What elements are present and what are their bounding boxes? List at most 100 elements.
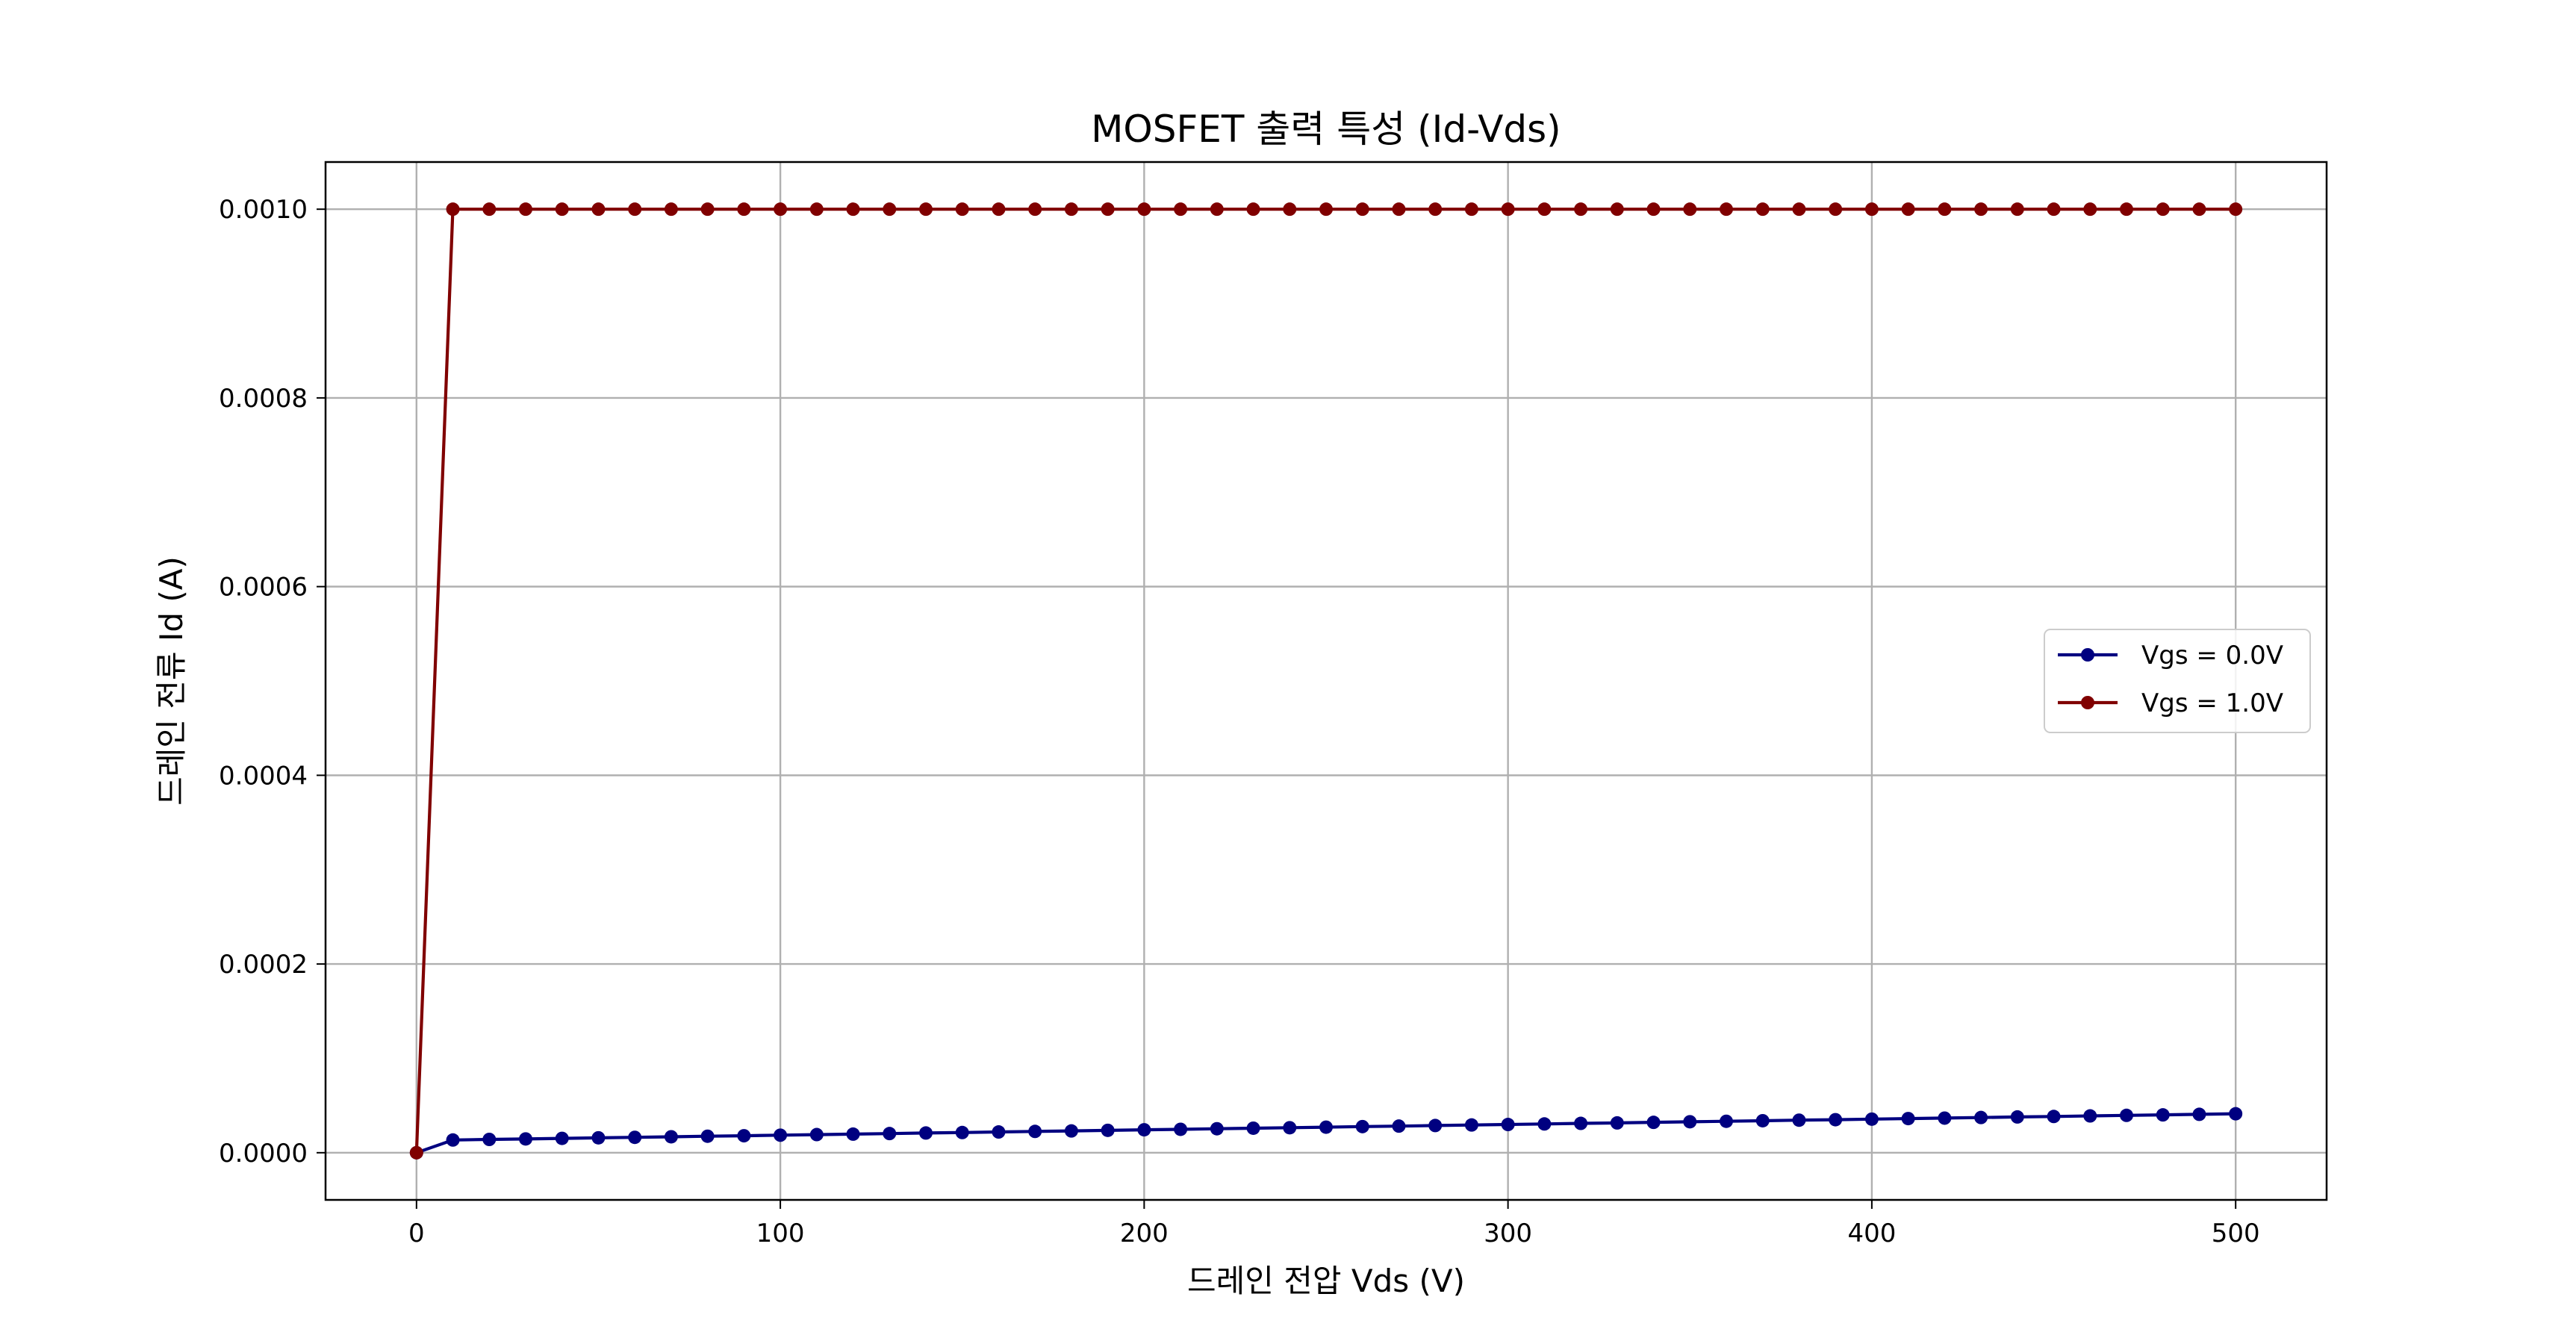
- series-0-point: [2229, 1107, 2243, 1121]
- series-1-point: [1101, 202, 1115, 217]
- series-1-point: [737, 202, 751, 217]
- series-0-point: [591, 1130, 606, 1145]
- series-0-point: [2120, 1108, 2133, 1122]
- series-0-point: [555, 1131, 569, 1145]
- series-0-point: [737, 1129, 751, 1143]
- series-1-point: [2120, 202, 2133, 217]
- series-1-point: [774, 202, 788, 217]
- series-0-point: [846, 1127, 860, 1141]
- series-1-point: [1537, 202, 1552, 217]
- series-1-point: [2010, 202, 2024, 217]
- series-0-point: [1792, 1113, 1806, 1127]
- x-axis-label: 드레인 전압 Vds (V): [1187, 1263, 1465, 1299]
- series-0-point: [1646, 1116, 1661, 1130]
- series-0-point: [1246, 1121, 1260, 1135]
- series-1-point: [2156, 202, 2170, 217]
- series-1-point: [1901, 202, 1915, 217]
- series-1-point: [1064, 202, 1078, 217]
- series-1-point: [591, 202, 606, 217]
- series-0-point: [1610, 1116, 1624, 1130]
- series-1-point: [1864, 202, 1879, 217]
- series-0-point: [1938, 1111, 1952, 1125]
- x-tick-label: 100: [756, 1219, 805, 1248]
- series-0-point: [1210, 1121, 1224, 1136]
- series-1-point: [809, 202, 824, 217]
- series-1-point: [1137, 202, 1151, 217]
- x-tick-label: 400: [1847, 1219, 1896, 1248]
- series-1-point: [409, 1145, 423, 1160]
- series-0-point: [1755, 1113, 1770, 1127]
- series-0-point: [809, 1127, 824, 1142]
- series-1-point: [1829, 202, 1843, 217]
- chart-title: MOSFET 출력 특성 (Id-Vds): [1091, 108, 1561, 151]
- series-1-point: [2229, 202, 2243, 217]
- series-0-point: [519, 1132, 532, 1146]
- legend-entry-label: Vgs = 1.0V: [2141, 688, 2283, 718]
- x-tick-label: 200: [1120, 1219, 1169, 1248]
- series-1-point: [1720, 202, 1733, 217]
- series-1-point: [1246, 202, 1260, 217]
- grid-layer: [326, 162, 2327, 1200]
- series-0-point: [2192, 1107, 2206, 1121]
- series-1-point: [2083, 202, 2097, 217]
- legend-entry-label: Vgs = 0.0V: [2141, 641, 2283, 671]
- series-1-point: [2047, 202, 2061, 217]
- series-0-point: [2083, 1109, 2097, 1123]
- plot-frame: [324, 161, 2328, 1201]
- series-0-point: [700, 1129, 715, 1143]
- series-0-point: [1901, 1112, 1915, 1126]
- series-0-point: [1864, 1112, 1879, 1126]
- y-tick-label: 0.0008: [219, 384, 308, 414]
- series-1-point: [664, 202, 678, 217]
- series-0-point: [1501, 1118, 1515, 1132]
- series-0-point: [1720, 1114, 1733, 1128]
- series-1-point: [1755, 202, 1770, 217]
- series-0-point: [1174, 1122, 1188, 1136]
- y-tick-label: 0.0000: [219, 1139, 308, 1169]
- series-1-point: [1319, 202, 1333, 217]
- series-0-point: [1974, 1110, 1988, 1124]
- x-tick-label: 300: [1484, 1219, 1532, 1248]
- series-1-point: [1464, 202, 1478, 217]
- series-0-point: [1829, 1113, 1843, 1127]
- series-0-point: [1683, 1115, 1697, 1129]
- series-1-point: [883, 202, 897, 217]
- series-1-point: [992, 202, 1006, 217]
- series-1-point: [1210, 202, 1224, 217]
- series-1-point: [846, 202, 860, 217]
- series-0-point: [1283, 1121, 1297, 1135]
- series-1-point: [1355, 202, 1369, 217]
- series-0-point: [1428, 1119, 1443, 1133]
- series-layer: [409, 202, 2243, 1160]
- x-tick-label: 0: [408, 1219, 425, 1248]
- series-0-point: [1464, 1118, 1478, 1132]
- series-1-point: [628, 202, 642, 217]
- series-1-point: [1938, 202, 1952, 217]
- series-0-point: [1574, 1116, 1588, 1130]
- y-tick-label: 0.0006: [219, 573, 308, 603]
- series-1-point: [446, 202, 460, 217]
- series-1-point: [1610, 202, 1624, 217]
- legend-swatch-marker: [2081, 648, 2094, 662]
- series-0-point: [1392, 1119, 1406, 1133]
- series-0-point: [1355, 1119, 1369, 1133]
- series-0-point: [774, 1128, 788, 1142]
- series-1-point: [555, 202, 569, 217]
- series-0-point: [1064, 1124, 1078, 1138]
- series-1-point: [519, 202, 532, 217]
- series-1-point: [700, 202, 715, 217]
- series-1-point: [1792, 202, 1806, 217]
- series-1-point: [955, 202, 969, 217]
- series-0-point: [1537, 1117, 1552, 1131]
- series-0-point: [1319, 1120, 1333, 1134]
- series-1-point: [2192, 202, 2206, 217]
- series-0-point: [2047, 1110, 2061, 1124]
- series-1-point: [1974, 202, 1988, 217]
- series-0-point: [992, 1125, 1006, 1139]
- series-0-point: [2156, 1108, 2170, 1122]
- series-0-point: [482, 1133, 497, 1147]
- series-1-point: [482, 202, 497, 217]
- series-1-point: [1392, 202, 1406, 217]
- y-tick-label: 0.0004: [219, 761, 308, 791]
